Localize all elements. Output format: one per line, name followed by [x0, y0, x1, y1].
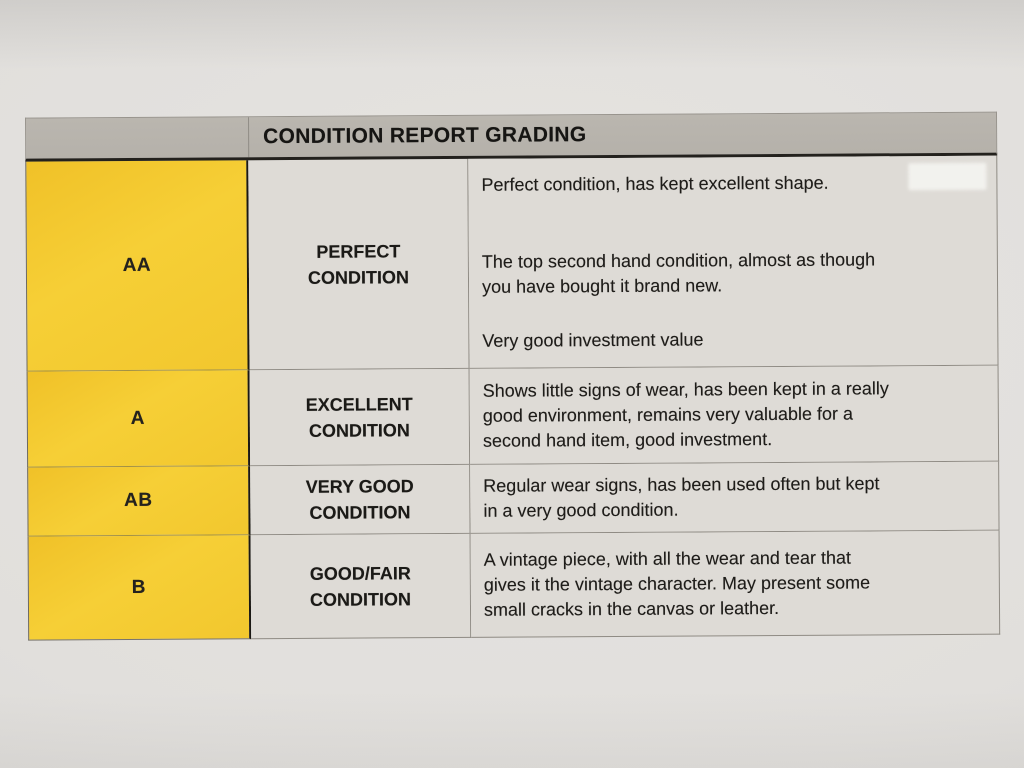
description-paragraph: Regular wear signs, has been used often … [483, 473, 880, 521]
condition-label: GOOD/FAIR CONDITION [309, 562, 411, 610]
condition-grading-table: CONDITION REPORT GRADING AA PERFECT COND… [25, 111, 1001, 641]
grade-code: A [130, 407, 146, 429]
table-row-grade-b: B GOOD/FAIR CONDITION A vintage piece, w… [27, 530, 1001, 641]
grade-code: AA [122, 254, 152, 276]
description-cell: A vintage piece, with all the wear and t… [470, 530, 1001, 638]
grade-code: B [131, 576, 147, 598]
condition-label: PERFECT CONDITION [307, 240, 410, 288]
table-body: AA PERFECT CONDITION Perfect condition, … [25, 155, 1001, 641]
whiteout-correction-patch [908, 162, 987, 191]
grade-cell-ab: AB [27, 466, 251, 537]
grade-cell-b: B [27, 535, 252, 641]
condition-label: VERY GOOD CONDITION [305, 476, 414, 523]
condition-label-cell: VERY GOOD CONDITION [250, 464, 471, 536]
condition-label-cell: EXCELLENT CONDITION [249, 368, 471, 467]
condition-label-cell: GOOD/FAIR CONDITION [250, 533, 472, 640]
description-paragraph: The top second hand condition, almost as… [481, 249, 876, 297]
grade-cell-aa: AA [25, 160, 250, 372]
table-row-grade-a: A EXCELLENT CONDITION Shows little signs… [26, 365, 1000, 468]
condition-label-cell: PERFECT CONDITION [248, 158, 470, 371]
description-paragraph: Perfect condition, has kept excellent sh… [481, 172, 829, 195]
table-row-grade-ab: AB VERY GOOD CONDITION Regular wear sign… [27, 461, 1000, 537]
table-row-grade-aa: AA PERFECT CONDITION Perfect condition, … [25, 155, 999, 372]
description-paragraph: A vintage piece, with all the wear and t… [483, 547, 871, 620]
description-paragraph: Shows little signs of wear, has been kep… [482, 378, 889, 451]
description-cell: Perfect condition, has kept excellent sh… [468, 155, 999, 369]
description-cell: Regular wear signs, has been used often … [470, 461, 1000, 534]
description-cell: Shows little signs of wear, has been kep… [469, 365, 1000, 465]
condition-label: EXCELLENT CONDITION [305, 393, 413, 441]
grade-code: AB [124, 489, 153, 511]
table-header: CONDITION REPORT GRADING [25, 111, 998, 162]
grade-cell-a: A [26, 370, 251, 468]
table-title: CONDITION REPORT GRADING [263, 123, 587, 149]
description-paragraph: Very good investment value [482, 329, 704, 351]
